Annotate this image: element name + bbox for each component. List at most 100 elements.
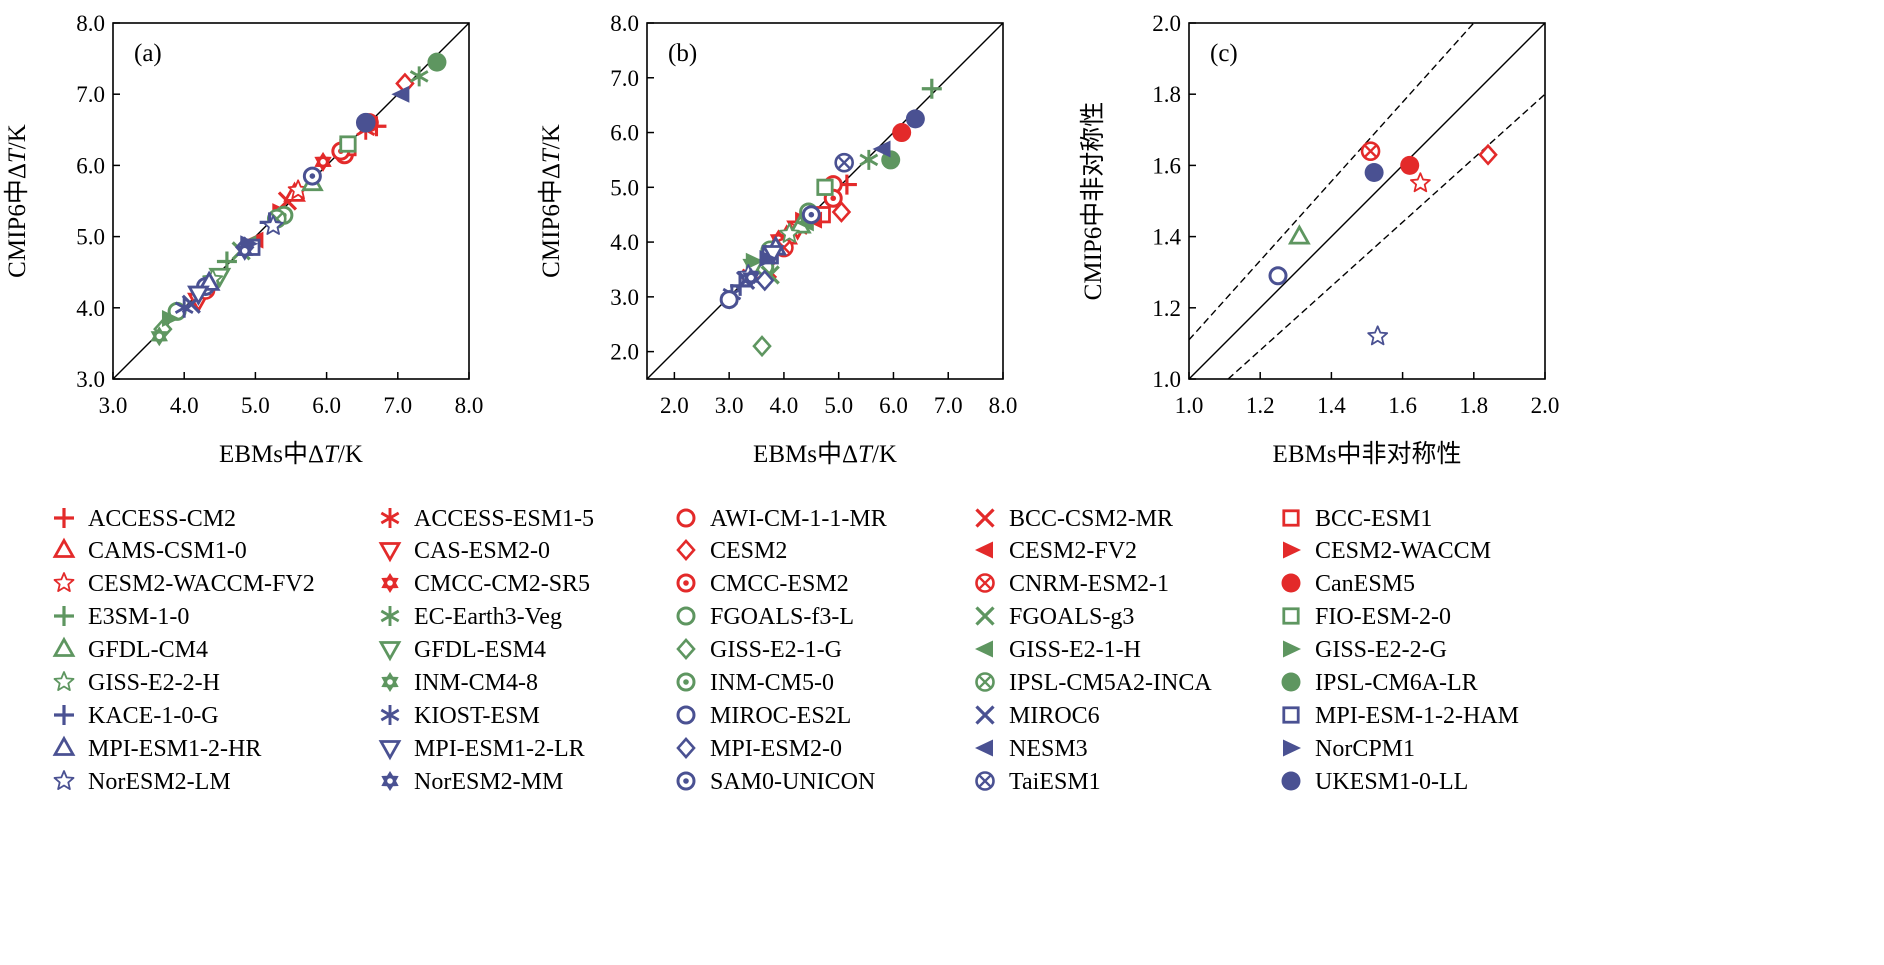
x-tick-label: 1.0 (1175, 393, 1204, 418)
legend-item-giss-e2-2-g: GISS-E2-2-G (1283, 637, 1447, 663)
point-e3sm-1-0 (921, 78, 942, 99)
y-tick-label: 2.0 (610, 340, 639, 365)
y-tick-label: 3.0 (76, 367, 105, 392)
legend-item-cmcc-esm2: CMCC-ESM2 (676, 571, 849, 597)
legend-item-cams-csm1-0: CAMS-CSM1-0 (52, 537, 247, 564)
legend-label: FGOALS-f3-L (710, 604, 854, 630)
legend-marker (1282, 607, 1300, 625)
x-tick-label: 4.0 (770, 393, 799, 418)
point-sam0-unicon (801, 205, 821, 225)
x-tick-label: 8.0 (455, 393, 484, 418)
legend-marker (676, 672, 696, 692)
legend-label: CESM2 (710, 538, 787, 564)
y-tick-label: 7.0 (610, 66, 639, 91)
y-tick-label: 1.2 (1152, 296, 1181, 321)
legend-item-ipsl-cm5a2-inca: IPSL-CM5A2-INCA (975, 670, 1212, 696)
y-tick-label: 1.0 (1152, 367, 1181, 392)
point-giss-e2-2-h (778, 222, 800, 243)
y-tick-label: 1.6 (1152, 153, 1181, 178)
x-tick-label: 6.0 (879, 393, 908, 418)
y-axis-label: CMIP6中非对称性 (1079, 102, 1107, 301)
legend-item-ec-earth3-veg: EC-Earth3-Veg (380, 604, 562, 630)
legend-item-gfdl-cm4: GFDL-CM4 (52, 636, 208, 663)
legend-item-fgoals-g3: FGOALS-g3 (975, 604, 1134, 630)
y-tick-label: 5.0 (76, 225, 105, 250)
legend-marker (975, 739, 993, 757)
legend-label: GFDL-CM4 (88, 637, 208, 663)
x-tick-label: 6.0 (312, 393, 341, 418)
legend-label: IPSL-CM6A-LR (1315, 670, 1478, 696)
point-miroc-es2l (719, 290, 739, 310)
x-tick-label: 2.0 (1531, 393, 1560, 418)
x-tick-label: 8.0 (989, 393, 1018, 418)
legend-item-cnrm-esm2-1: CNRM-ESM2-1 (975, 571, 1169, 597)
y-tick-label: 6.0 (610, 121, 639, 146)
x-tick-label: 4.0 (170, 393, 199, 418)
legend-label: CanESM5 (1315, 571, 1415, 597)
legend-item-miroc-es2l: MIROC-ES2L (676, 703, 851, 729)
point-inm-cm4-8 (150, 326, 168, 347)
legend-label: IPSL-CM5A2-INCA (1009, 670, 1212, 696)
legend-label: BCC-ESM1 (1315, 506, 1432, 532)
legend-marker (1281, 573, 1301, 593)
y-tick-label: 2.0 (1152, 11, 1181, 36)
y-tick-label: 8.0 (76, 11, 105, 36)
data-points (719, 78, 942, 358)
legend-marker (1283, 541, 1301, 559)
dashed-reference-line (1189, 23, 1475, 341)
panel-c: 1.0 1.2 1.4 1.6 1.8 2.0 1.0 1.2 1.4 1.6 1.8 2.0 (c) E… (1079, 11, 1559, 468)
legend-label: GISS-E2-2-H (88, 670, 220, 696)
legend-marker (676, 573, 696, 593)
point-fio-esm-2-0 (339, 135, 357, 153)
legend-item-mpi-esm1-2-lr: MPI-ESM1-2-LR (378, 736, 585, 762)
legend-label: CESM2-WACCM-FV2 (88, 571, 315, 597)
legend-item-noresm2-mm: NorESM2-MM (381, 769, 563, 795)
legend-marker (975, 508, 995, 528)
point-cesm2 (831, 200, 852, 223)
plot-frame (1188, 22, 1546, 380)
data-points (1268, 141, 1498, 346)
legend-marker (676, 771, 696, 791)
point-giss-e2-2-g (745, 252, 764, 270)
point-ukesm1-0-ll (1364, 163, 1384, 183)
y-tick-label: 3.0 (610, 285, 639, 310)
y-tick-label: 1.4 (1152, 225, 1181, 250)
point-taiesm1 (834, 152, 854, 173)
legend-marker (975, 640, 993, 658)
x-tick-label: 5.0 (824, 393, 853, 418)
point-cmcc-cm2-sr5 (314, 151, 332, 172)
dashed-reference-line (1227, 93, 1545, 379)
legend-label: EC-Earth3-Veg (414, 604, 562, 630)
point-nesm3 (872, 140, 891, 158)
x-axis-label: EBMs中非对称性 (1273, 440, 1462, 468)
legend-marker (676, 606, 696, 626)
legend-label: CAS-ESM2-0 (414, 538, 550, 564)
point-norcpm1 (759, 250, 778, 268)
legend-item-awi-cm-1-1-mr: AWI-CM-1-1-MR (676, 506, 887, 532)
legend-label: INM-CM4-8 (414, 670, 538, 696)
y-tick-label: 1.8 (1152, 82, 1181, 107)
legend-item-cas-esm2-0: CAS-ESM2-0 (378, 538, 550, 564)
point-noresm2-mm (236, 240, 254, 261)
legend-marker (53, 770, 75, 790)
point-miroc-es2l (1268, 266, 1288, 286)
legend-label: NESM3 (1009, 736, 1088, 762)
legend-label: NorESM2-LM (88, 769, 231, 795)
legend-item-e3sm-1-0: E3SM-1-0 (54, 604, 189, 630)
legend-label: CAMS-CSM1-0 (88, 538, 247, 564)
point-fio-esm-2-0 (816, 178, 834, 196)
point-ipsl-cm6a-lr (427, 52, 447, 72)
legend-item-cesm2-waccm: CESM2-WACCM (1283, 538, 1491, 564)
legend-marker (53, 572, 75, 592)
legend-marker (378, 542, 402, 563)
legend-label: ACCESS-CM2 (88, 506, 236, 532)
point-cesm2-waccm-fv2 (1409, 172, 1431, 193)
point-mpi-esm1-2-hr (197, 270, 221, 291)
legend-item-cesm2-waccm-fv2: CESM2-WACCM-FV2 (53, 571, 315, 597)
legend-label: MIROC-ES2L (710, 703, 851, 729)
x-axis-label: EBMs中ΔT/K (753, 440, 897, 468)
legend-marker (1283, 640, 1301, 658)
x-axis-label: EBMs中ΔT/K (219, 440, 363, 468)
legend-marker (975, 573, 995, 593)
